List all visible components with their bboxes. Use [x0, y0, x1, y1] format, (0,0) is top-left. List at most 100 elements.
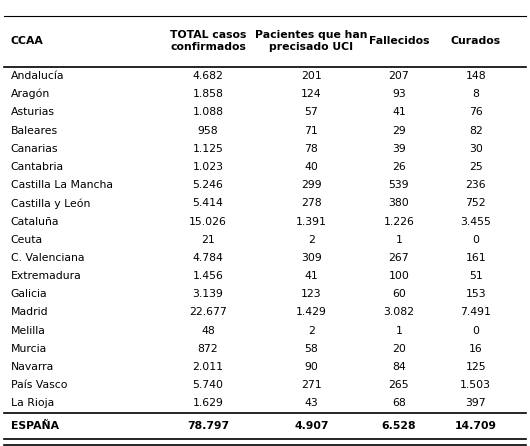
Text: 71: 71: [305, 126, 318, 136]
Text: 30: 30: [469, 144, 483, 154]
Text: 299: 299: [301, 180, 322, 190]
Text: 16: 16: [469, 344, 482, 354]
Text: 2: 2: [308, 235, 315, 245]
Text: 752: 752: [465, 198, 486, 208]
Text: 1.088: 1.088: [192, 107, 224, 117]
Text: 22.677: 22.677: [189, 307, 227, 318]
Text: Andalucía: Andalucía: [11, 71, 64, 81]
Text: 148: 148: [465, 71, 486, 81]
Text: TOTAL casos
confirmados: TOTAL casos confirmados: [170, 30, 246, 52]
Text: 90: 90: [304, 362, 319, 372]
Text: Castilla La Mancha: Castilla La Mancha: [11, 180, 112, 190]
Text: 3.139: 3.139: [192, 289, 224, 299]
Text: 0: 0: [472, 235, 479, 245]
Text: 4.784: 4.784: [192, 253, 224, 263]
Text: 82: 82: [469, 126, 482, 136]
Text: Asturias: Asturias: [11, 107, 55, 117]
Text: Curados: Curados: [450, 36, 501, 46]
Text: 43: 43: [305, 398, 318, 409]
Text: 271: 271: [301, 380, 322, 390]
Text: 123: 123: [301, 289, 322, 299]
Text: ESPAÑA: ESPAÑA: [11, 421, 59, 431]
Text: 153: 153: [465, 289, 486, 299]
Text: País Vasco: País Vasco: [11, 380, 67, 390]
Text: 60: 60: [392, 289, 406, 299]
Text: 1.858: 1.858: [192, 89, 224, 99]
Text: 3.082: 3.082: [383, 307, 414, 318]
Text: 68: 68: [392, 398, 405, 409]
Text: Cataluña: Cataluña: [11, 216, 59, 227]
Text: 15.026: 15.026: [189, 216, 227, 227]
Text: 278: 278: [301, 198, 322, 208]
Text: 1.125: 1.125: [192, 144, 224, 154]
Text: 14.709: 14.709: [455, 421, 497, 431]
Text: 57: 57: [305, 107, 318, 117]
Text: Galicia: Galicia: [11, 289, 47, 299]
Text: 872: 872: [198, 344, 218, 354]
Text: 958: 958: [198, 126, 218, 136]
Text: 6.528: 6.528: [382, 421, 416, 431]
Text: Canarias: Canarias: [11, 144, 58, 154]
Text: Navarra: Navarra: [11, 362, 54, 372]
Text: 100: 100: [388, 271, 409, 281]
Text: 265: 265: [388, 380, 409, 390]
Text: 78: 78: [305, 144, 318, 154]
Text: 4.682: 4.682: [192, 71, 224, 81]
Text: Ceuta: Ceuta: [11, 235, 43, 245]
Text: 1: 1: [395, 235, 402, 245]
Text: 267: 267: [388, 253, 409, 263]
Text: Madrid: Madrid: [11, 307, 48, 318]
Text: Murcia: Murcia: [11, 344, 47, 354]
Text: 5.740: 5.740: [192, 380, 224, 390]
Text: 7.491: 7.491: [460, 307, 491, 318]
Text: La Rioja: La Rioja: [11, 398, 54, 409]
Text: Aragón: Aragón: [11, 89, 50, 99]
Text: 0: 0: [472, 326, 479, 336]
Text: 84: 84: [392, 362, 405, 372]
Text: 125: 125: [465, 362, 486, 372]
Text: 41: 41: [392, 107, 405, 117]
Text: Cantabria: Cantabria: [11, 162, 64, 172]
Text: 2: 2: [308, 326, 315, 336]
Text: 21: 21: [201, 235, 215, 245]
Text: 26: 26: [392, 162, 405, 172]
Text: 124: 124: [301, 89, 322, 99]
Text: 1.429: 1.429: [296, 307, 327, 318]
Text: 1.023: 1.023: [192, 162, 224, 172]
Text: 201: 201: [301, 71, 322, 81]
Text: Fallecidos: Fallecidos: [368, 36, 429, 46]
Text: 40: 40: [304, 162, 319, 172]
Text: 48: 48: [201, 326, 215, 336]
Text: 1.456: 1.456: [192, 271, 224, 281]
Text: 51: 51: [469, 271, 482, 281]
Text: 25: 25: [469, 162, 482, 172]
Text: 8: 8: [472, 89, 479, 99]
Text: 1.503: 1.503: [460, 380, 491, 390]
Text: 5.246: 5.246: [192, 180, 224, 190]
Text: 397: 397: [465, 398, 486, 409]
Text: 29: 29: [392, 126, 405, 136]
Text: C. Valenciana: C. Valenciana: [11, 253, 84, 263]
Text: 4.907: 4.907: [294, 421, 329, 431]
Text: 207: 207: [388, 71, 409, 81]
Text: 78.797: 78.797: [187, 421, 229, 431]
Text: 236: 236: [465, 180, 486, 190]
Text: 161: 161: [465, 253, 486, 263]
Text: 39: 39: [392, 144, 405, 154]
Text: 539: 539: [388, 180, 409, 190]
Text: 58: 58: [305, 344, 318, 354]
Text: 1: 1: [395, 326, 402, 336]
Text: 309: 309: [301, 253, 322, 263]
Text: 1.391: 1.391: [296, 216, 327, 227]
Text: Castilla y León: Castilla y León: [11, 198, 90, 209]
Text: 20: 20: [392, 344, 406, 354]
Text: 76: 76: [469, 107, 482, 117]
Text: 380: 380: [388, 198, 409, 208]
Text: 3.455: 3.455: [460, 216, 491, 227]
Text: Baleares: Baleares: [11, 126, 58, 136]
Text: Melilla: Melilla: [11, 326, 46, 336]
Text: 1.226: 1.226: [383, 216, 414, 227]
Text: CCAA: CCAA: [11, 36, 43, 46]
Text: 5.414: 5.414: [192, 198, 224, 208]
Text: Extremadura: Extremadura: [11, 271, 81, 281]
